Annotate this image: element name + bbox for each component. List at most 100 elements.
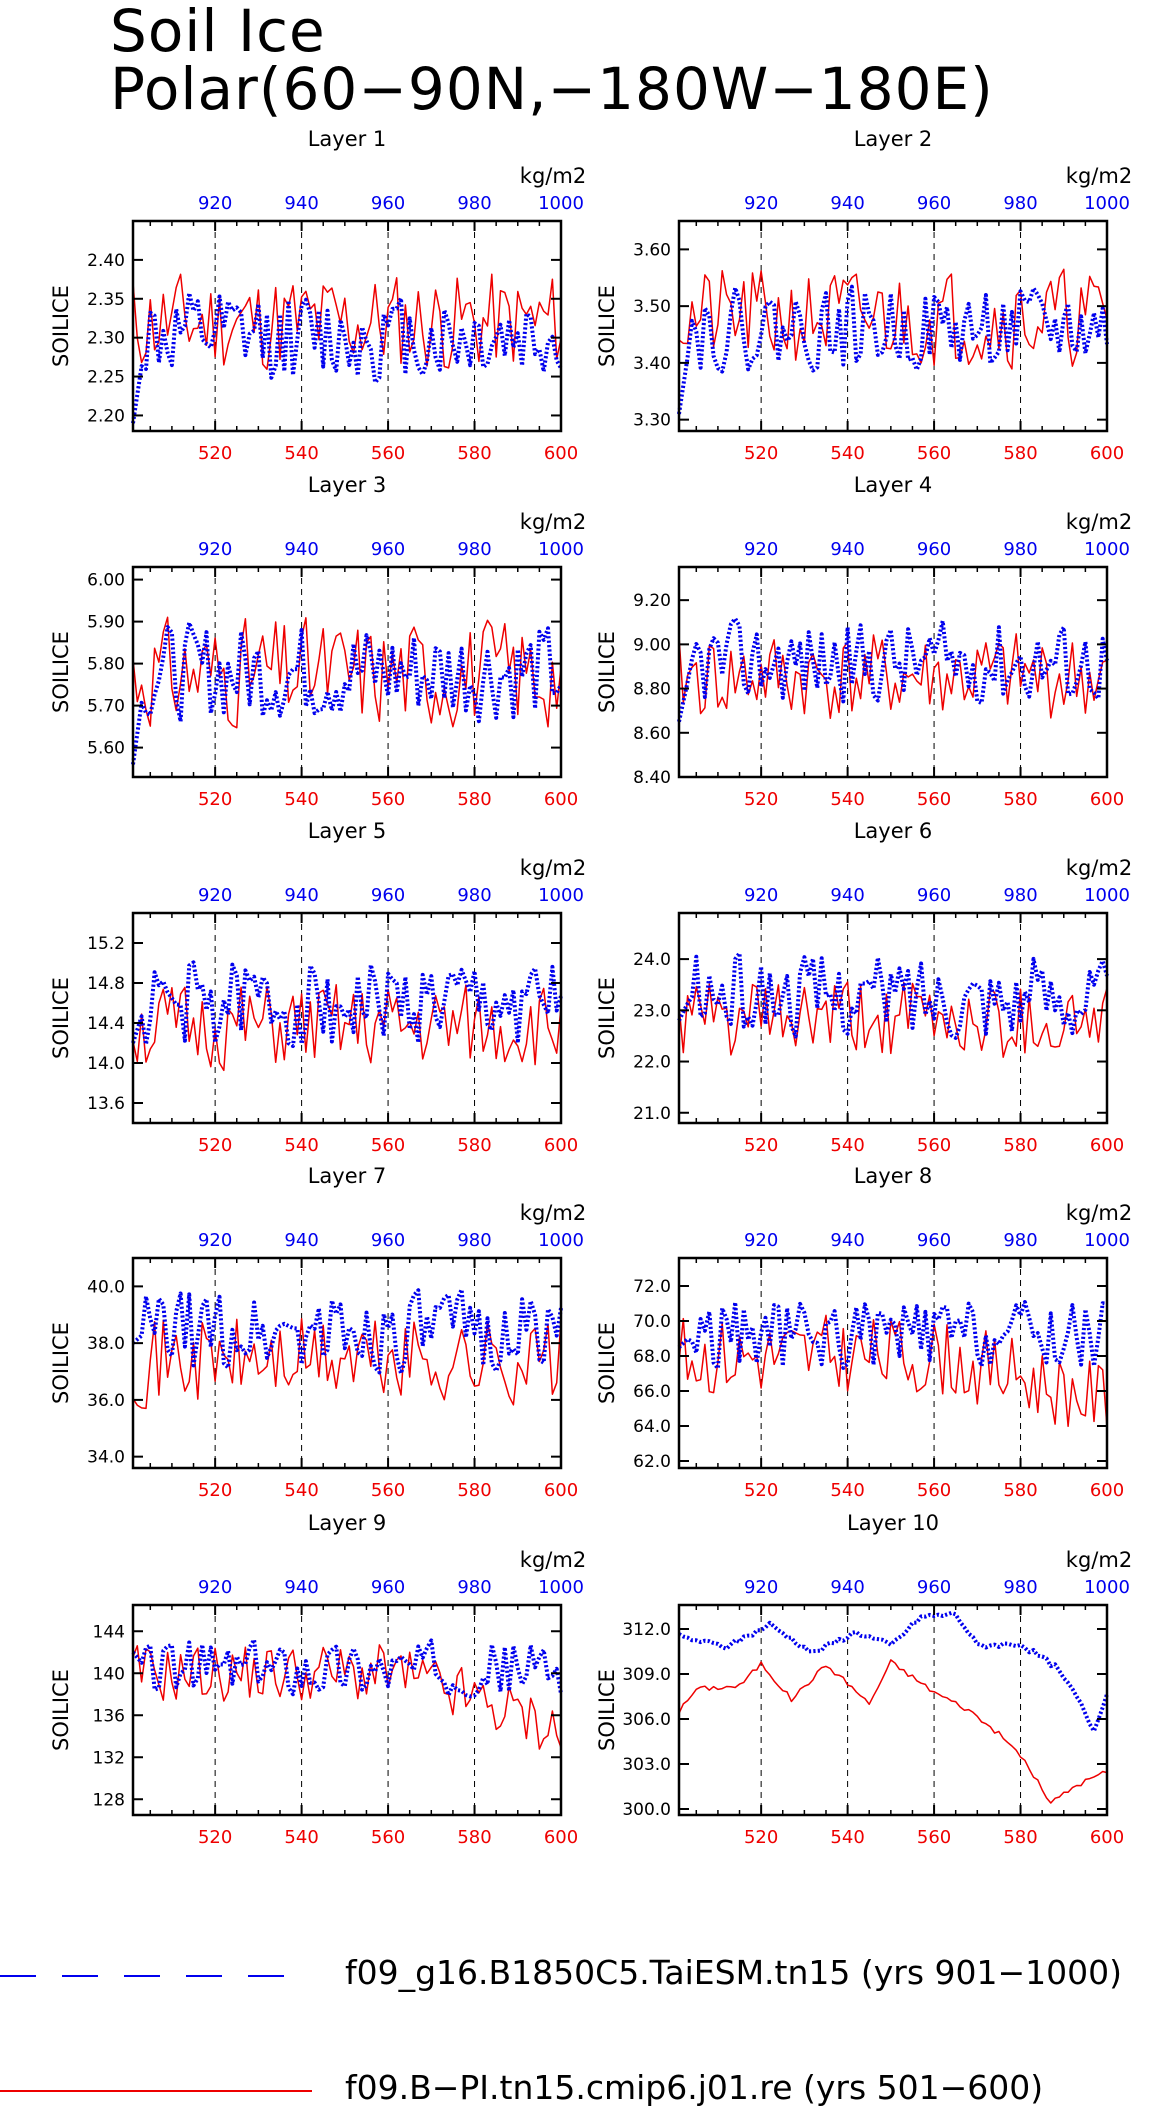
x-tick-label-top: 960 <box>917 539 951 560</box>
plot-frame <box>131 565 563 779</box>
panel-units: kg/m2 <box>520 164 586 188</box>
series-line-red <box>678 1659 1108 1804</box>
x-tick-label-bottom: 600 <box>1090 789 1124 810</box>
y-tick-label: 14.8 <box>87 974 125 994</box>
x-tick-label-bottom: 600 <box>544 443 578 464</box>
y-tick-label: 306.0 <box>622 1710 671 1730</box>
y-tick-label: 303.0 <box>622 1755 671 1775</box>
x-tick-label-top: 980 <box>1003 193 1037 214</box>
y-axis-label: SOILICE <box>49 977 73 1059</box>
x-tick-label-bottom: 560 <box>917 1480 951 1501</box>
panel-units: kg/m2 <box>520 510 586 534</box>
series-line-red <box>678 633 1108 720</box>
x-tick-label-bottom: 600 <box>1090 1480 1124 1501</box>
y-tick-label: 5.60 <box>87 739 125 759</box>
series-line-blue <box>131 1287 563 1376</box>
y-tick-label: 62.0 <box>633 1452 671 1472</box>
y-tick-label: 15.2 <box>87 934 125 954</box>
plot-frame <box>677 565 1109 779</box>
x-tick-label-top: 940 <box>284 193 318 214</box>
y-axis-label: SOILICE <box>49 1669 73 1751</box>
y-tick-label: 8.60 <box>633 724 671 744</box>
series-line-blue <box>131 1637 563 1699</box>
series-line-blue <box>131 291 563 424</box>
x-tick-label-bottom: 600 <box>544 1827 578 1848</box>
chart-panel-8: Layer 8 kg/m2 520 540 560 580 600 920 940 960 980 1… <box>595 1164 1132 1501</box>
series-line-blue <box>677 1610 1109 1733</box>
x-tick-label-top: 1000 <box>538 1230 584 1251</box>
x-tick-label-top: 960 <box>917 193 951 214</box>
panel-title: Layer 3 <box>308 473 387 497</box>
chart-panel-7: Layer 7 kg/m2 520 540 560 580 600 920 940 960 980 1… <box>49 1164 586 1501</box>
y-tick-label: 144 <box>93 1622 125 1642</box>
x-tick-label-top: 920 <box>744 539 778 560</box>
legend-label-red: f09.B−PI.tn15.cmip6.j01.re (yrs 501−600) <box>345 2068 1044 2107</box>
y-tick-label: 13.6 <box>87 1094 125 1114</box>
y-axis-label: SOILICE <box>595 1322 619 1404</box>
y-axis-label: SOILICE <box>595 1669 619 1751</box>
y-tick-label: 5.90 <box>87 613 125 633</box>
x-tick-label-bottom: 560 <box>917 1135 951 1156</box>
chart-panel-4: Layer 4 kg/m2 520 540 560 580 600 920 940 960 980 1… <box>595 473 1132 810</box>
x-tick-label-bottom: 540 <box>284 789 318 810</box>
x-tick-label-top: 920 <box>744 1577 778 1598</box>
x-tick-label-bottom: 520 <box>198 443 232 464</box>
series-line-blue <box>677 951 1109 1040</box>
y-tick-label: 66.0 <box>633 1382 671 1402</box>
x-tick-label-bottom: 580 <box>1003 1135 1037 1156</box>
series-line-red <box>132 1644 562 1750</box>
x-tick-label-top: 980 <box>1003 539 1037 560</box>
series-line-red <box>678 1314 1108 1428</box>
x-tick-label-top: 1000 <box>538 885 584 906</box>
chart-panel-2: Layer 2 kg/m2 520 540 560 580 600 920 940 960 980 1… <box>595 127 1132 464</box>
x-tick-label-bottom: 540 <box>830 443 864 464</box>
y-tick-label: 72.0 <box>633 1277 671 1297</box>
y-tick-label: 9.00 <box>633 635 671 655</box>
chart-title-line-2: Polar(60−90N,−180W−180E) <box>110 55 994 123</box>
x-tick-label-top: 960 <box>371 1230 405 1251</box>
x-tick-label-top: 940 <box>830 539 864 560</box>
chart-panel-3: Layer 3 kg/m2 520 540 560 580 600 920 940 960 980 1… <box>49 473 586 810</box>
x-tick-label-top: 1000 <box>1084 539 1130 560</box>
panel-title: Layer 4 <box>854 473 933 497</box>
y-tick-label: 5.80 <box>87 655 125 675</box>
y-tick-label: 40.0 <box>87 1277 125 1297</box>
y-tick-label: 14.0 <box>87 1054 125 1074</box>
y-tick-label: 68.0 <box>633 1347 671 1367</box>
panel-title: Layer 10 <box>847 1511 939 1535</box>
y-tick-label: 2.40 <box>87 251 125 271</box>
x-tick-label-bottom: 600 <box>1090 443 1124 464</box>
x-tick-label-top: 920 <box>744 885 778 906</box>
x-tick-label-bottom: 540 <box>284 1135 318 1156</box>
y-tick-label: 132 <box>93 1748 125 1768</box>
panel-units: kg/m2 <box>520 856 586 880</box>
x-tick-label-top: 980 <box>1003 1230 1037 1251</box>
x-tick-label-top: 920 <box>744 1230 778 1251</box>
x-tick-label-top: 920 <box>198 193 232 214</box>
x-tick-label-top: 920 <box>198 885 232 906</box>
x-tick-label-bottom: 560 <box>371 443 405 464</box>
panel-units: kg/m2 <box>1066 856 1132 880</box>
x-tick-label-top: 940 <box>830 1577 864 1598</box>
x-tick-label-bottom: 540 <box>830 1135 864 1156</box>
x-tick-label-bottom: 600 <box>544 789 578 810</box>
chart-panel-10: Layer 10 kg/m2 520 540 560 580 600 920 940 960 980… <box>595 1511 1132 1848</box>
x-tick-label-bottom: 600 <box>1090 1827 1124 1848</box>
plot-frame <box>677 219 1109 433</box>
panel-title: Layer 8 <box>854 1164 933 1188</box>
y-tick-label: 3.50 <box>633 297 671 317</box>
y-tick-label: 2.30 <box>87 329 125 349</box>
plot-frame <box>677 1603 1109 1817</box>
x-tick-label-top: 1000 <box>1084 1577 1130 1598</box>
chart-panel-9: Layer 9 kg/m2 520 540 560 580 600 920 940 960 980 1… <box>49 1511 586 1848</box>
chart-panel-5: Layer 5 kg/m2 520 540 560 580 600 920 940 960 980 1… <box>49 819 586 1156</box>
x-tick-label-bottom: 560 <box>371 1480 405 1501</box>
panel-units: kg/m2 <box>1066 164 1132 188</box>
x-tick-label-bottom: 520 <box>744 789 778 810</box>
x-tick-label-top: 940 <box>284 539 318 560</box>
plot-frame <box>131 1603 563 1817</box>
y-tick-label: 22.0 <box>633 1053 671 1073</box>
y-tick-label: 9.20 <box>633 591 671 611</box>
x-tick-label-top: 1000 <box>538 193 584 214</box>
x-tick-label-top: 960 <box>371 539 405 560</box>
